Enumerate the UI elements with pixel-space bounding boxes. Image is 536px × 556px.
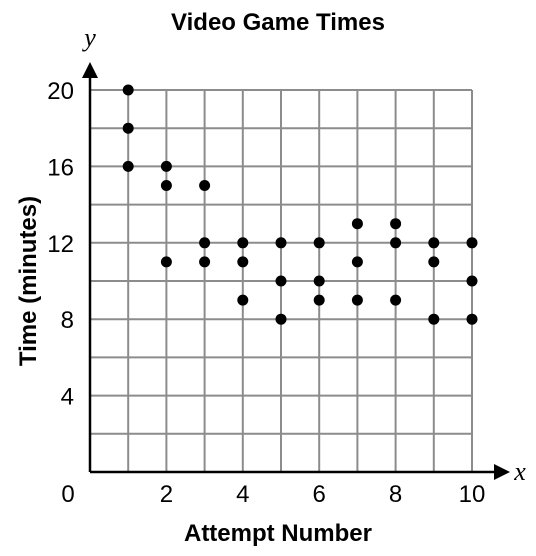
data-point bbox=[237, 256, 249, 268]
x-axis-letter: x bbox=[513, 457, 526, 486]
data-point bbox=[199, 180, 211, 191]
data-point bbox=[351, 256, 363, 268]
data-point bbox=[122, 122, 134, 134]
data-point bbox=[466, 313, 478, 325]
x-tick-label: 2 bbox=[160, 481, 173, 508]
x-tick-label: 0 bbox=[61, 481, 74, 508]
data-point bbox=[313, 294, 325, 306]
data-point bbox=[122, 160, 134, 172]
data-point bbox=[313, 275, 325, 287]
data-point bbox=[428, 313, 440, 325]
data-point bbox=[160, 160, 172, 172]
axes: x y bbox=[81, 23, 526, 486]
x-tick-label: 4 bbox=[236, 481, 249, 508]
x-axis-label: Attempt Number bbox=[184, 520, 372, 547]
data-point bbox=[199, 237, 211, 249]
data-point bbox=[466, 237, 478, 249]
y-axis-label: Time (minutes) bbox=[15, 196, 42, 366]
x-axis-arrow-icon bbox=[494, 464, 510, 480]
data-point bbox=[237, 237, 249, 249]
y-tick-label: 20 bbox=[47, 78, 74, 105]
x-tick-label: 8 bbox=[389, 481, 402, 508]
x-tick-labels: 0 2 4 6 8 10 bbox=[61, 481, 485, 508]
y-axis-arrow-icon bbox=[82, 62, 98, 78]
data-point bbox=[466, 275, 478, 287]
data-points bbox=[122, 84, 478, 325]
y-tick-label: 4 bbox=[61, 384, 74, 411]
data-point bbox=[313, 237, 325, 249]
data-point bbox=[122, 84, 134, 96]
data-point bbox=[390, 294, 402, 306]
data-point bbox=[275, 313, 287, 325]
data-point bbox=[160, 256, 172, 268]
data-point bbox=[390, 237, 402, 249]
x-tick-label: 10 bbox=[459, 481, 486, 508]
x-tick-label: 6 bbox=[313, 481, 326, 508]
data-point bbox=[275, 237, 287, 249]
data-point bbox=[390, 218, 402, 230]
data-point bbox=[428, 256, 440, 268]
y-tick-label: 12 bbox=[47, 231, 74, 258]
data-point bbox=[428, 237, 440, 249]
data-point bbox=[351, 218, 363, 230]
data-point bbox=[199, 256, 211, 268]
data-point bbox=[275, 275, 287, 287]
y-axis-letter: y bbox=[81, 23, 96, 52]
data-point bbox=[237, 294, 249, 306]
data-point bbox=[160, 180, 172, 191]
y-tick-label: 8 bbox=[61, 307, 74, 334]
chart-title: Video Game Times bbox=[171, 9, 385, 36]
data-point bbox=[351, 294, 363, 306]
y-tick-labels: 4 8 12 16 20 bbox=[47, 78, 74, 411]
y-tick-label: 16 bbox=[47, 154, 74, 181]
